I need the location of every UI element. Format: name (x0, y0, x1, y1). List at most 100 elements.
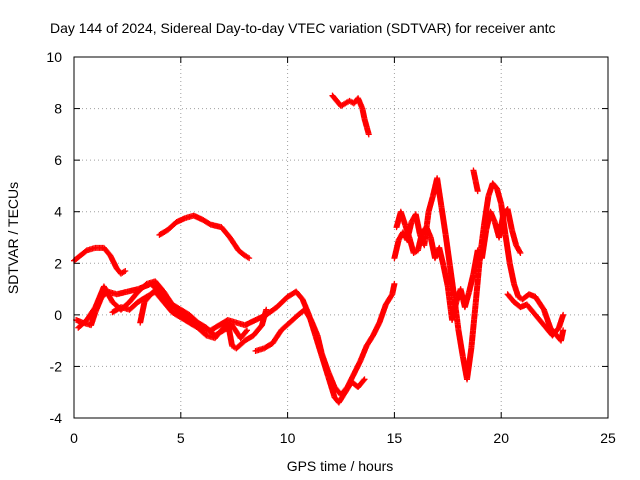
data-point-cluster (406, 235, 417, 255)
data-point (560, 327, 567, 334)
data-point-cluster (537, 318, 549, 330)
data-point-cluster (170, 310, 183, 320)
y-tick-label: 10 (46, 49, 62, 65)
data-point-cluster (236, 248, 247, 258)
y-tick-label: 0 (54, 307, 62, 323)
x-tick-label: 5 (177, 430, 185, 446)
data-point-cluster (447, 264, 458, 299)
y-tick-label: 2 (54, 255, 62, 271)
data-point-cluster (136, 281, 149, 294)
data-point-cluster (434, 176, 445, 209)
data-point-cluster (302, 307, 314, 322)
data-point-cluster (347, 98, 356, 106)
data-point-cluster (516, 294, 525, 302)
chart-title: Day 144 of 2024, Sidereal Day-to-day VTE… (50, 20, 556, 36)
data-point-cluster (541, 307, 553, 330)
series-arc-3 (73, 280, 368, 406)
series-arc-6 (137, 283, 169, 326)
data-point-cluster (509, 228, 519, 247)
data-point-cluster (279, 320, 292, 333)
data-point-cluster (425, 194, 436, 214)
data-point-cluster (351, 359, 363, 376)
data-point-cluster (230, 343, 238, 351)
data-point-cluster (262, 340, 275, 351)
data-point-cluster (343, 98, 352, 106)
data-point-cluster (533, 294, 547, 312)
data-point-cluster (442, 233, 453, 268)
data-point-cluster (243, 253, 251, 261)
data-point-cluster (238, 328, 250, 340)
x-tick-label: 25 (600, 430, 616, 446)
data-point-cluster (195, 325, 209, 338)
data-point-cluster (325, 369, 338, 389)
data-point-cluster (513, 243, 523, 255)
data-point (474, 188, 481, 195)
data-point (122, 268, 129, 275)
data-point-cluster (472, 256, 483, 307)
data-point-cluster (101, 245, 113, 258)
series-arc-2 (156, 212, 253, 262)
data-point-cluster (412, 248, 420, 256)
data-point-cluster (187, 312, 200, 325)
data-point-cluster (468, 302, 479, 351)
data-point-cluster (259, 307, 269, 327)
y-tick-label: 8 (54, 101, 62, 117)
data-point-cluster (196, 320, 209, 331)
data-point-cluster (464, 346, 475, 382)
data-point-cluster (479, 228, 490, 260)
data-point-cluster (455, 328, 466, 358)
x-tick-label: 20 (493, 430, 509, 446)
data-point-cluster (364, 333, 376, 348)
data-point-cluster (505, 292, 517, 304)
data-point-cluster (101, 284, 115, 304)
data-point-cluster (344, 372, 357, 389)
data-point-cluster (308, 318, 320, 338)
data-point-cluster (502, 233, 513, 265)
data-point-cluster (107, 253, 120, 271)
data-point-cluster (550, 325, 561, 338)
data-point-cluster (127, 299, 141, 312)
data-point (560, 311, 567, 318)
data-point-cluster (339, 101, 347, 109)
data-point-cluster (270, 328, 284, 346)
data-point-cluster (76, 317, 89, 330)
data-point (517, 249, 524, 256)
data-point (162, 293, 169, 300)
data-point-cluster (330, 93, 339, 103)
data-point-cluster (438, 204, 449, 237)
data-point-cluster (462, 289, 472, 309)
series-arc-1 (71, 244, 129, 277)
y-tick-label: -2 (50, 358, 63, 374)
data-point-cluster (161, 299, 175, 315)
data-point (263, 306, 270, 313)
y-tick-label: 6 (54, 152, 62, 168)
series-arc-9 (391, 175, 567, 383)
data-point (361, 376, 368, 383)
data-point-cluster (481, 194, 492, 227)
series-arc-12 (504, 291, 567, 339)
series-arc-11 (470, 167, 481, 195)
data-point-cluster (287, 312, 301, 325)
y-tick-label: 4 (54, 204, 62, 220)
data-point-cluster (179, 307, 192, 318)
data-point-cluster (370, 320, 382, 338)
data-point-cluster (243, 333, 256, 343)
data-point-cluster (166, 219, 179, 232)
data-point-cluster (524, 302, 536, 315)
data-point-cluster (157, 227, 170, 238)
data-point-cluster (356, 377, 367, 389)
data-point-cluster (227, 235, 241, 253)
data-point-cluster (84, 305, 98, 322)
data-point-cluster (174, 307, 188, 320)
data-point-cluster (187, 320, 200, 331)
data-point-cluster (157, 284, 169, 299)
series-arc-10 (393, 206, 524, 324)
data-point-cluster (212, 328, 224, 340)
data-point (365, 131, 372, 138)
axis-ticks: 0 5 10 15 20 25 -4 -2 0 2 4 6 8 10 (46, 49, 616, 446)
x-tick-label: 15 (387, 430, 403, 446)
data-point-cluster (490, 181, 500, 191)
series-arc-8 (329, 92, 372, 138)
data-point-cluster (78, 248, 89, 258)
data-point-cluster (494, 186, 504, 206)
